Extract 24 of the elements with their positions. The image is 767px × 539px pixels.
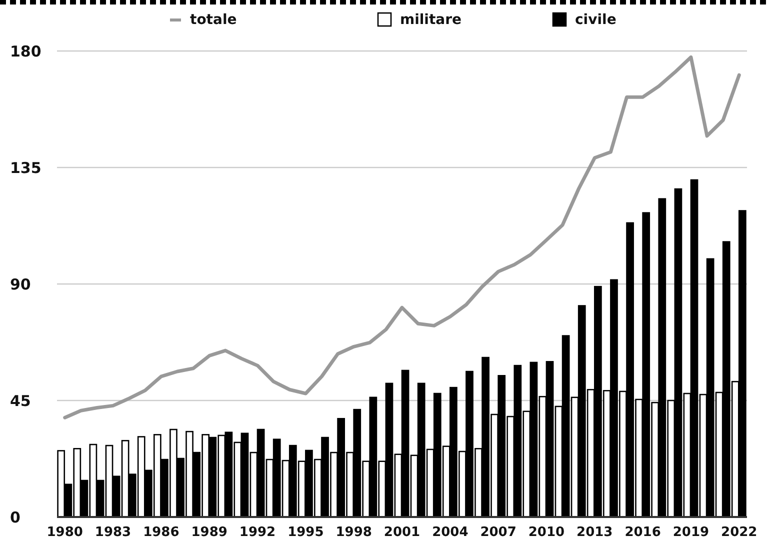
- x-tick-label: 2016: [624, 525, 661, 539]
- x-tick-label: 2001: [384, 525, 420, 539]
- x-tick-label: 2013: [576, 525, 613, 539]
- x-tick-label: 1998: [336, 525, 372, 539]
- x-tick-label: 1986: [143, 525, 180, 539]
- line-series: [63, 55, 741, 420]
- x-tick-label: 2007: [480, 525, 516, 539]
- x-tick-label: 2019: [672, 525, 710, 539]
- x-tick-label: 1989: [191, 525, 228, 539]
- y-tick-label: 135: [10, 158, 42, 177]
- legend-label: civile: [575, 12, 616, 28]
- x-tick-label: 2022: [721, 525, 758, 539]
- legend-label: totale: [190, 12, 237, 28]
- x-tick-label: 1980: [46, 525, 83, 539]
- x-tick-label: 2010: [528, 525, 565, 539]
- y-tick-label: 45: [10, 392, 31, 410]
- x-tick-label: 1995: [288, 525, 324, 539]
- legend-label: militare: [400, 12, 462, 28]
- x-tick-label: 1983: [94, 525, 132, 539]
- y-tick-label: 180: [10, 42, 42, 60]
- x-tick-label: 1992: [239, 525, 276, 539]
- y-tick-label: 0: [10, 508, 20, 526]
- y-tick-label: 90: [10, 275, 31, 294]
- x-tick-label: 2004: [432, 525, 468, 539]
